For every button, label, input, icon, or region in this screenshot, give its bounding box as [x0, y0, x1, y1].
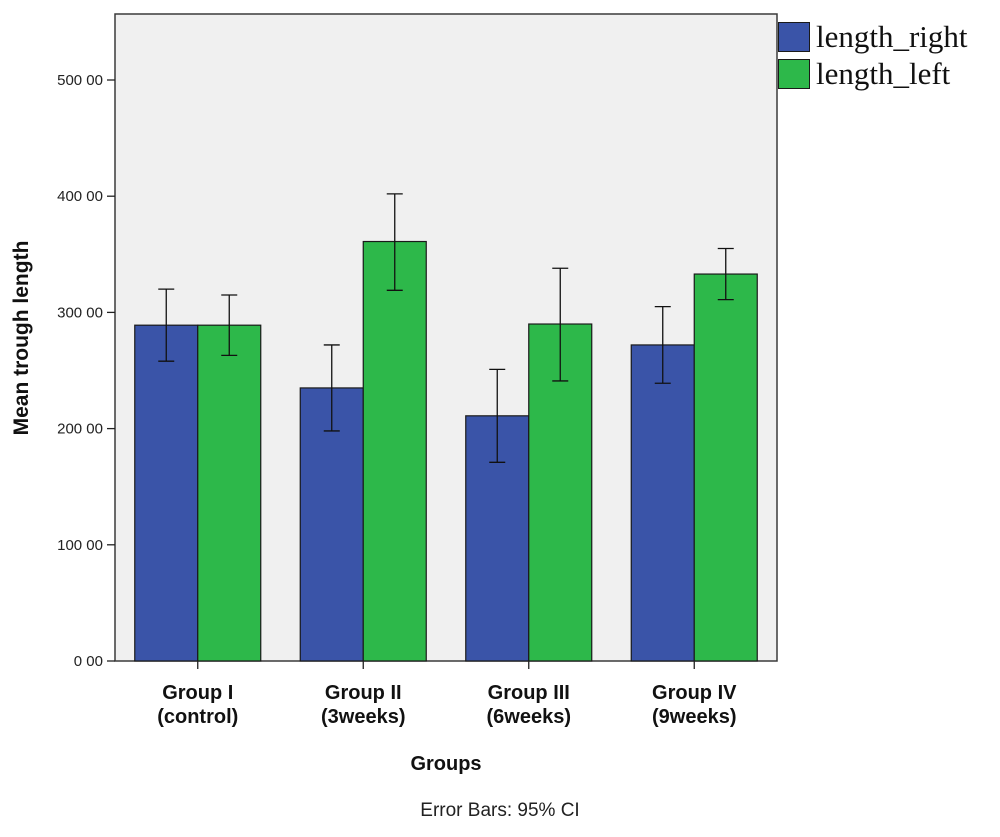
legend-swatch-length-left	[778, 58, 810, 89]
bar-length-left-1	[197, 324, 262, 662]
legend-label-length-right: length_right	[816, 18, 968, 54]
error-bar-note: Error Bars: 95% CI	[420, 800, 580, 821]
legend-label-length-left: length_left	[816, 55, 951, 91]
legend-item-length-right: length_right	[778, 18, 968, 55]
bar-length-right-2	[299, 387, 364, 662]
legend-swatch-length-right	[778, 21, 810, 52]
error-bar-length-left-3	[552, 267, 569, 382]
error-bar-length-right-3	[489, 368, 506, 463]
y-axis-title: Mean trough length	[10, 241, 33, 436]
x-axis-title: Groups	[410, 753, 481, 775]
error-bar-length-left-2	[386, 193, 403, 291]
error-bar-length-right-4	[654, 305, 671, 384]
error-bar-length-right-1	[158, 288, 175, 362]
legend: length_right length_left	[778, 18, 968, 92]
y-tick-label: 300 00	[57, 304, 103, 321]
y-tick-label: 200 00	[57, 421, 103, 438]
x-tick-label-4: Group IV (9weeks)	[652, 682, 737, 728]
error-bar-length-left-4	[717, 247, 734, 301]
y-tick-label: 100 00	[57, 537, 103, 554]
bar-length-left-4	[693, 273, 758, 662]
y-tick-label: 400 00	[57, 188, 103, 205]
bar-length-right-4	[630, 344, 695, 662]
x-tick-label-3: Group III (6weeks)	[487, 682, 572, 728]
bar-length-right-1	[134, 324, 199, 662]
y-tick-label: 0 00	[74, 653, 103, 670]
error-bar-length-left-1	[221, 294, 238, 357]
bar-length-left-2	[362, 240, 427, 662]
legend-item-length-left: length_left	[778, 55, 968, 92]
error-bar-length-right-2	[323, 344, 340, 432]
y-tick-label: 500 00	[57, 72, 103, 89]
x-tick-label-2: Group II (3weeks)	[321, 682, 406, 728]
x-tick-label-1: Group I (control)	[157, 682, 238, 728]
